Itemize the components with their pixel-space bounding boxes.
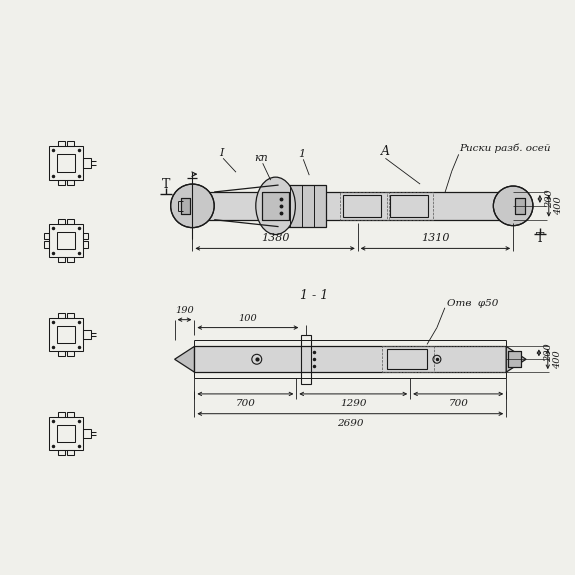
- Text: 700: 700: [235, 399, 255, 408]
- Text: 2690: 2690: [337, 419, 363, 428]
- Text: 200: 200: [545, 190, 554, 208]
- Text: 1290: 1290: [340, 399, 366, 408]
- Text: 1: 1: [298, 150, 305, 159]
- Bar: [58, 450, 65, 455]
- Bar: [196, 192, 511, 220]
- Bar: [49, 318, 83, 351]
- Text: A: A: [381, 145, 390, 158]
- Bar: [58, 218, 65, 224]
- Bar: [508, 351, 521, 367]
- Bar: [181, 198, 190, 214]
- Bar: [44, 232, 49, 240]
- Bar: [343, 195, 381, 217]
- Bar: [67, 180, 74, 185]
- Bar: [49, 224, 83, 257]
- Text: 400: 400: [554, 197, 563, 215]
- Bar: [515, 198, 525, 214]
- Bar: [67, 351, 74, 356]
- Bar: [49, 417, 83, 450]
- Bar: [57, 424, 75, 442]
- Text: 700: 700: [448, 399, 468, 408]
- Bar: [67, 412, 74, 417]
- Ellipse shape: [256, 177, 296, 235]
- Bar: [67, 313, 74, 318]
- Bar: [262, 192, 289, 220]
- Bar: [58, 257, 65, 262]
- Bar: [83, 428, 91, 439]
- Circle shape: [493, 186, 533, 225]
- Bar: [388, 350, 427, 369]
- Bar: [57, 154, 75, 172]
- Bar: [57, 232, 75, 250]
- Bar: [67, 218, 74, 224]
- Bar: [301, 335, 311, 384]
- Text: 400: 400: [553, 350, 562, 369]
- Bar: [58, 412, 65, 417]
- Bar: [83, 158, 91, 168]
- Bar: [340, 192, 389, 220]
- Text: 100: 100: [239, 313, 257, 323]
- Bar: [83, 329, 91, 339]
- Bar: [388, 192, 433, 220]
- Polygon shape: [175, 346, 194, 372]
- Bar: [278, 185, 326, 227]
- Text: T: T: [536, 232, 544, 244]
- Bar: [181, 198, 190, 214]
- Bar: [390, 195, 428, 217]
- Text: 1310: 1310: [421, 233, 450, 243]
- Bar: [67, 141, 74, 147]
- Bar: [83, 242, 87, 248]
- Text: T: T: [162, 178, 170, 190]
- Bar: [83, 232, 87, 240]
- Text: I: I: [219, 148, 223, 158]
- Bar: [67, 257, 74, 262]
- Bar: [44, 242, 49, 248]
- Bar: [508, 351, 521, 367]
- Text: Отв  φ50: Отв φ50: [447, 299, 498, 308]
- Bar: [58, 351, 65, 356]
- Circle shape: [171, 184, 214, 228]
- Text: 190: 190: [175, 306, 194, 315]
- Polygon shape: [506, 346, 526, 372]
- Bar: [49, 147, 83, 180]
- Text: 1 - 1: 1 - 1: [300, 289, 328, 302]
- Bar: [262, 192, 289, 220]
- Bar: [58, 180, 65, 185]
- Text: кп: кп: [254, 154, 267, 163]
- Text: 1380: 1380: [261, 233, 289, 243]
- Bar: [67, 450, 74, 455]
- Bar: [58, 141, 65, 147]
- Bar: [194, 346, 506, 372]
- Text: 200: 200: [544, 343, 553, 362]
- Bar: [515, 198, 525, 214]
- Bar: [58, 313, 65, 318]
- Bar: [382, 346, 434, 372]
- Bar: [57, 325, 75, 343]
- Text: Риски разб. осей: Риски разб. осей: [459, 144, 550, 154]
